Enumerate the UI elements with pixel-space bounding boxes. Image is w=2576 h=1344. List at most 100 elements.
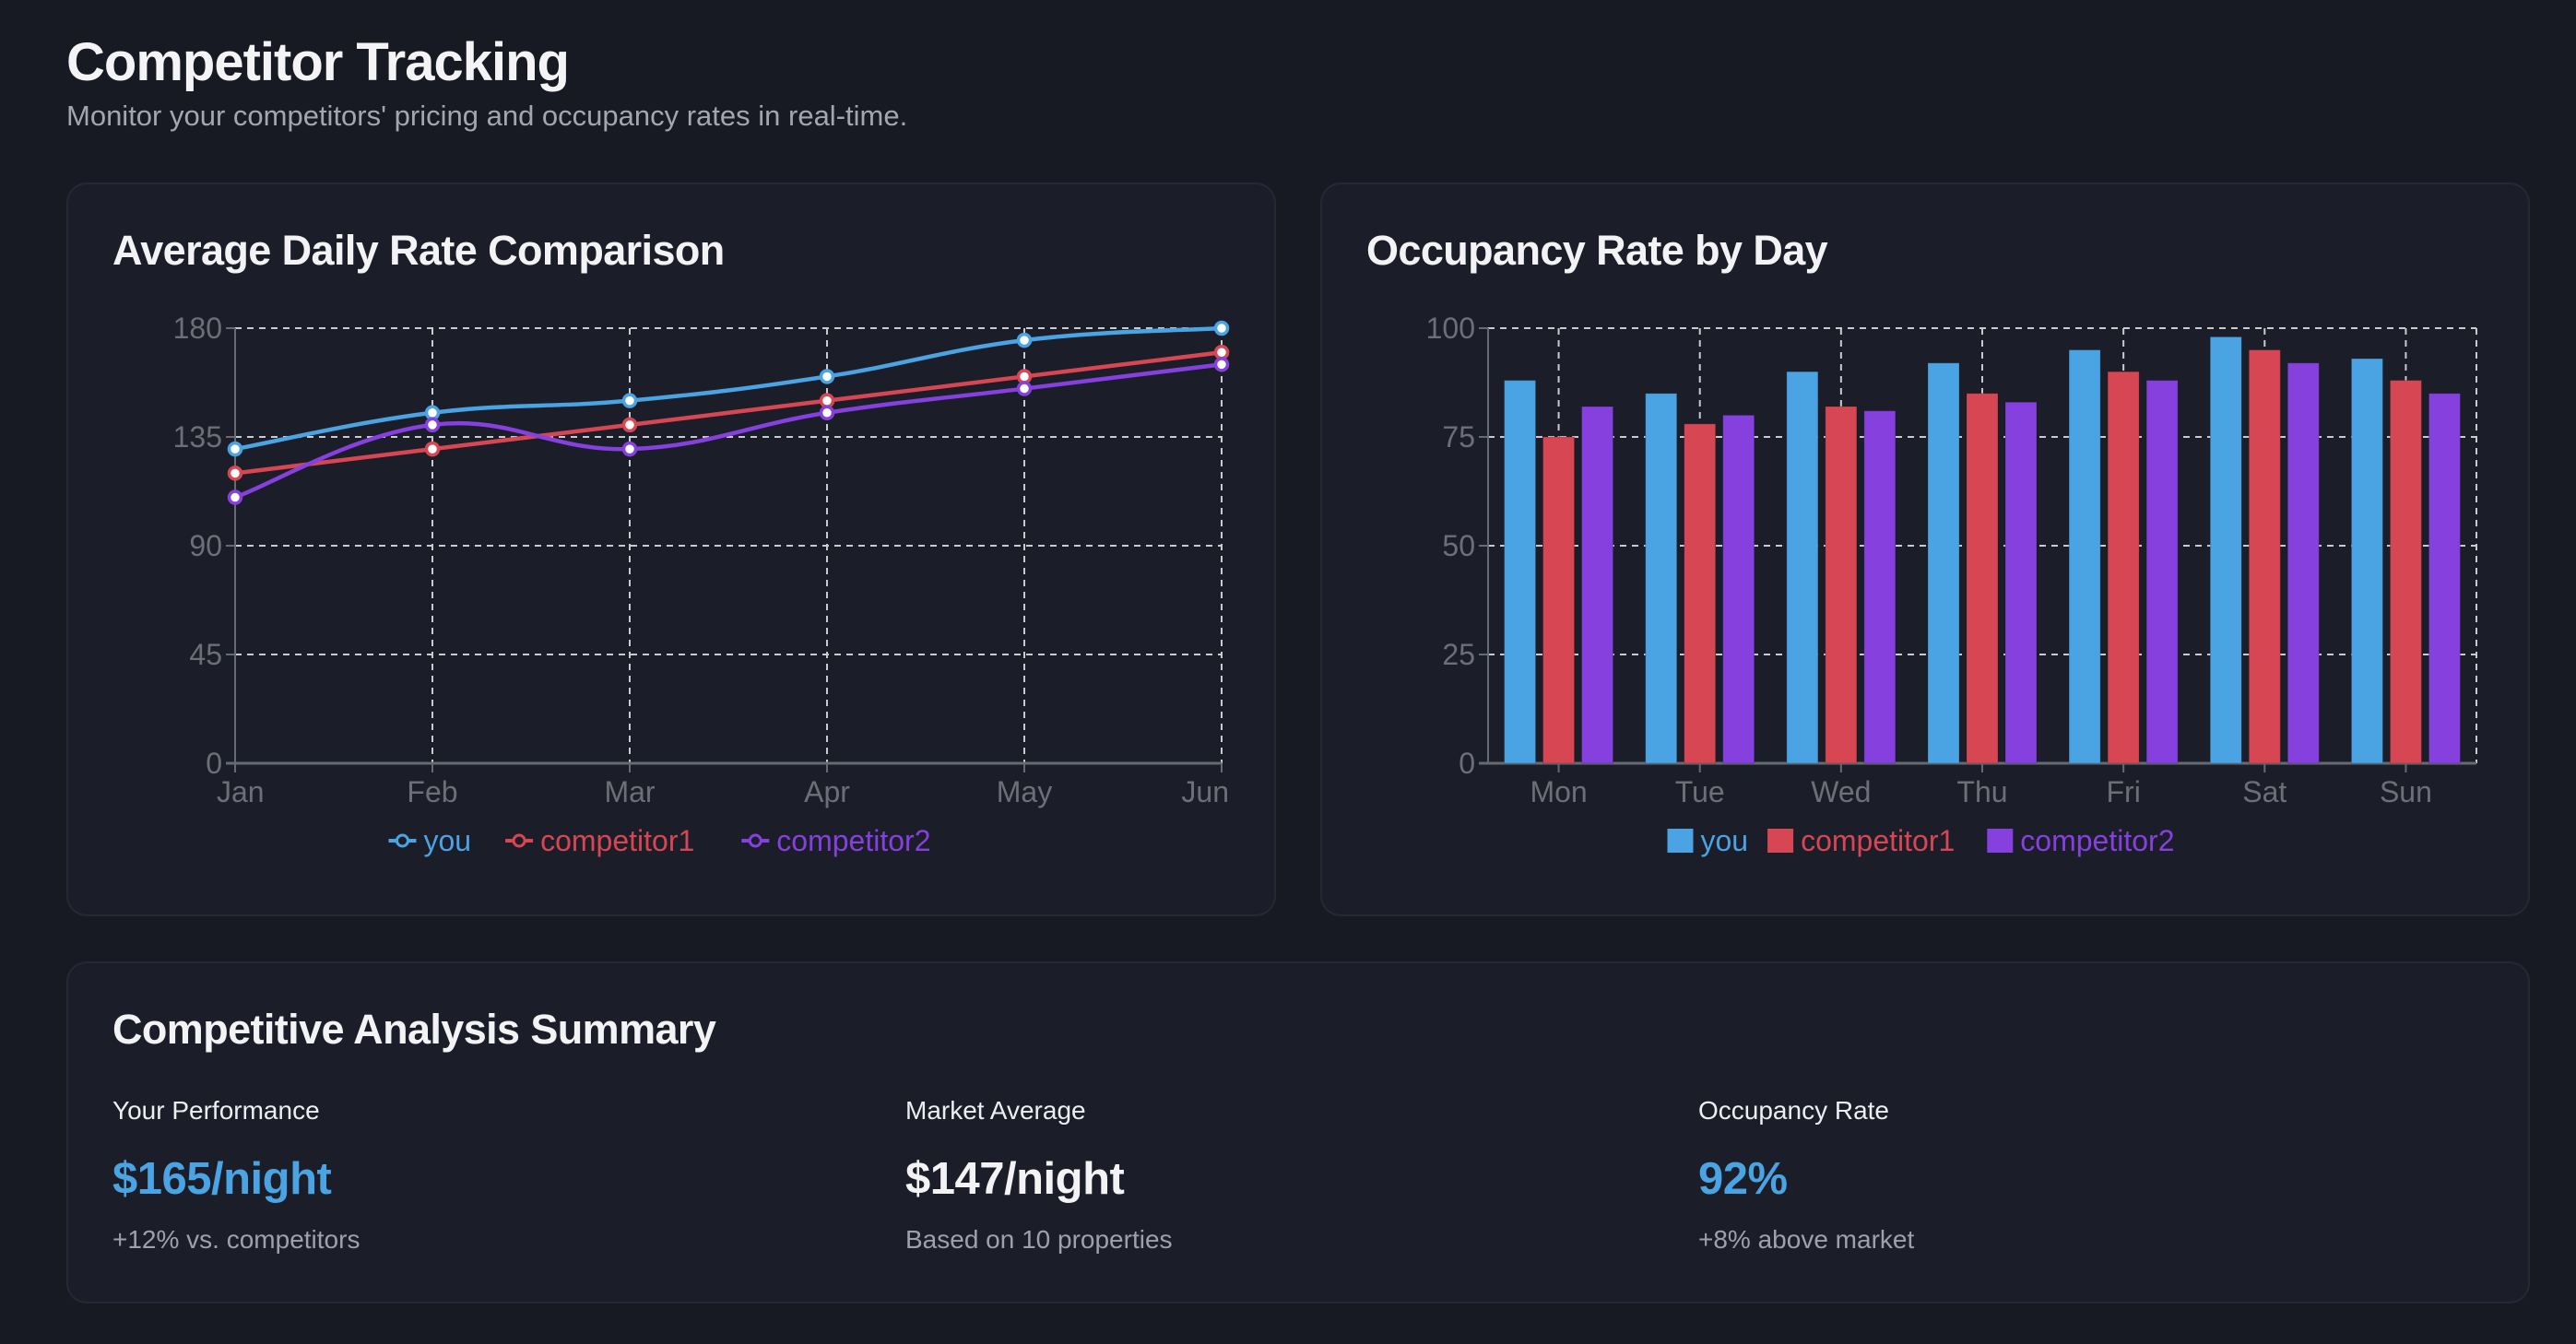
y-tick-label: 90 — [189, 529, 222, 562]
bar-competitor2[interactable] — [2004, 401, 2038, 764]
legend-label: you — [1701, 824, 1749, 857]
y-tick-label: 45 — [189, 638, 222, 671]
data-point-competitor1[interactable] — [819, 393, 835, 408]
x-tick-label: Wed — [1811, 775, 1871, 808]
data-point-competitor2[interactable] — [621, 441, 638, 457]
bar-competitor1[interactable] — [1684, 423, 1717, 764]
x-tick-label: Jun — [1181, 775, 1229, 808]
data-point-competitor2[interactable] — [819, 405, 835, 421]
legend-label: you — [424, 824, 472, 857]
data-point-competitor1[interactable] — [1016, 369, 1033, 384]
x-tick-label: Sat — [2242, 775, 2286, 808]
summary-note: +12% vs. competitors — [112, 1225, 360, 1254]
legend-item-you[interactable]: you — [1667, 824, 1749, 857]
bar-competitor1[interactable] — [1542, 436, 1576, 764]
y-tick-label: 0 — [206, 747, 222, 780]
adr-line-chart: 0 45 90 135 180 Jan Feb Mar Apr May Jun you competit… — [173, 312, 1230, 857]
bar-you[interactable] — [1645, 393, 1678, 764]
x-tick-label: Apr — [804, 775, 850, 808]
summary-card: Competitive Analysis Summary Your Perfor… — [66, 961, 2530, 1303]
legend-marker-icon — [748, 833, 762, 848]
adr-chart-card: Average Daily Rate Comparison 0 45 90 135 18… — [66, 183, 1276, 916]
data-point-competitor1[interactable] — [621, 417, 638, 433]
chart-legend: you competitor1 competitor2 — [388, 824, 930, 857]
data-point-competitor2[interactable] — [1213, 357, 1230, 372]
x-tick-label: Feb — [407, 775, 457, 808]
occupancy-chart-card: Occupancy Rate by Day 0 25 50 75 100 Mon Tue We… — [1320, 183, 2530, 916]
data-point-competitor1[interactable] — [424, 441, 441, 457]
legend-swatch-icon — [1667, 829, 1694, 853]
x-tick-label: May — [997, 775, 1052, 808]
bar-you[interactable] — [2350, 358, 2383, 764]
series-line-competitor1 — [232, 349, 1224, 476]
y-tick-label: 75 — [1442, 420, 1475, 454]
summary-value: 92% — [1698, 1154, 1788, 1204]
occupancy-chart-title: Occupancy Rate by Day — [1366, 227, 1828, 274]
summary-market-average: Market Average $147/night Based on 10 pr… — [905, 1092, 1698, 1258]
data-point-competitor2[interactable] — [1016, 381, 1033, 396]
data-point-you[interactable] — [819, 369, 835, 384]
page-title: Competitor Tracking — [66, 32, 570, 92]
bar-you[interactable] — [2209, 336, 2242, 764]
bar-competitor1[interactable] — [1825, 406, 1858, 764]
y-tick-label: 25 — [1442, 638, 1475, 671]
bar-competitor2[interactable] — [1863, 410, 1897, 764]
legend-swatch-icon — [1987, 829, 2014, 853]
data-point-you[interactable] — [424, 405, 441, 421]
legend-item-competitor1[interactable]: competitor1 — [505, 824, 694, 857]
legend-item-competitor2[interactable]: competitor2 — [1987, 824, 2174, 857]
data-point-competitor1[interactable] — [1213, 344, 1230, 360]
legend-swatch-icon — [1767, 829, 1794, 853]
summary-note: Based on 10 properties — [905, 1225, 1173, 1254]
bar-competitor2[interactable] — [1722, 414, 1755, 764]
bar-competitor1[interactable] — [2248, 349, 2281, 764]
data-point-competitor1[interactable] — [227, 466, 243, 481]
x-tick-label: Fri — [2106, 775, 2140, 808]
data-point-you[interactable] — [621, 393, 638, 408]
series-line-competitor2 — [232, 362, 1224, 500]
bar-competitor2[interactable] — [1581, 406, 1614, 764]
summary-label: Market Average — [905, 1096, 1086, 1125]
occupancy-bar-chart: 0 25 50 75 100 Mon Tue Wed Thu Fri Sat Sun you compet… — [1426, 312, 2477, 857]
bar-you[interactable] — [2068, 349, 2101, 764]
chart-legend: you competitor1 competitor2 — [1667, 824, 2174, 857]
y-tick-label: 180 — [173, 312, 222, 345]
y-tick-label: 135 — [173, 420, 222, 454]
x-tick-label: Jan — [217, 775, 265, 808]
data-point-you[interactable] — [227, 441, 243, 457]
x-tick-label: Tue — [1675, 775, 1725, 808]
x-tick-label: Mon — [1530, 775, 1587, 808]
bar-competitor1[interactable] — [2389, 380, 2422, 764]
bar-you[interactable] — [1504, 380, 1537, 764]
y-tick-label: 0 — [1459, 747, 1475, 780]
legend-label: competitor2 — [2020, 824, 2174, 857]
bar-competitor2[interactable] — [2145, 380, 2179, 764]
bar-competitor2[interactable] — [2428, 393, 2461, 764]
x-tick-label: Thu — [1956, 775, 2007, 808]
summary-label: Your Performance — [112, 1096, 320, 1125]
legend-marker-icon — [396, 833, 409, 848]
data-point-competitor2[interactable] — [227, 489, 243, 505]
summary-title: Competitive Analysis Summary — [112, 1006, 716, 1053]
x-tick-label: Sun — [2380, 775, 2432, 808]
adr-chart-title: Average Daily Rate Comparison — [112, 227, 725, 274]
y-tick-label: 100 — [1426, 312, 1475, 345]
series-line-you — [232, 325, 1224, 452]
summary-note: +8% above market — [1698, 1225, 1915, 1254]
bar-competitor2[interactable] — [2286, 362, 2320, 764]
bar-competitor1[interactable] — [1966, 393, 1999, 764]
page-subtitle: Monitor your competitors' pricing and oc… — [66, 100, 908, 132]
data-point-you[interactable] — [1213, 320, 1230, 336]
legend-item-competitor1[interactable]: competitor1 — [1767, 824, 1955, 857]
data-point-you[interactable] — [1016, 332, 1033, 348]
y-tick-label: 50 — [1442, 529, 1475, 562]
bar-competitor1[interactable] — [2107, 371, 2140, 764]
legend-label: competitor2 — [776, 824, 930, 857]
legend-item-competitor2[interactable]: competitor2 — [741, 824, 930, 857]
bar-you[interactable] — [1786, 371, 1819, 764]
legend-item-you[interactable]: you — [388, 824, 472, 857]
summary-value: $165/night — [112, 1154, 332, 1204]
bar-you[interactable] — [1927, 362, 1960, 764]
legend-marker-icon — [512, 833, 526, 848]
data-point-competitor2[interactable] — [424, 417, 441, 433]
